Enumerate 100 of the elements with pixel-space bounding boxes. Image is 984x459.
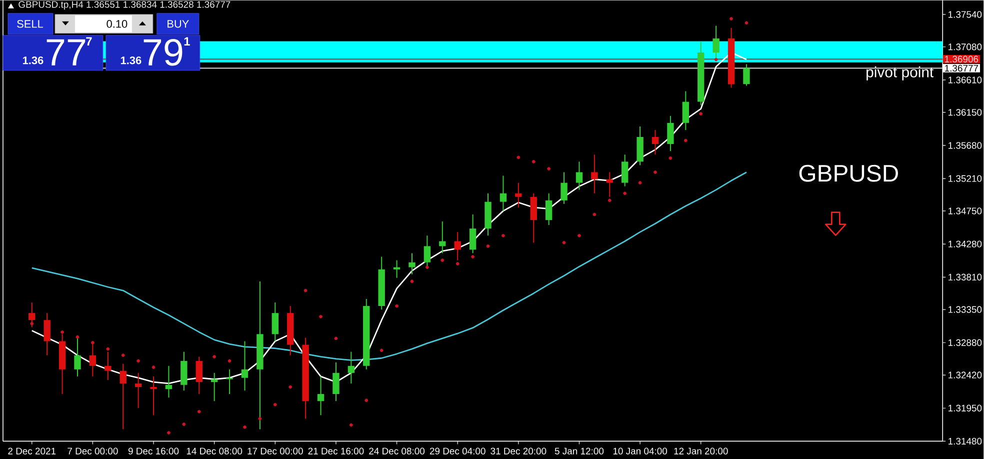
y-tick-label: 1.33350 — [948, 306, 982, 313]
x-tick-label: 14 Dec 08:00 — [186, 448, 242, 454]
candlestick — [606, 172, 613, 198]
y-tick-label: 1.34280 — [948, 240, 982, 248]
point — [212, 354, 216, 358]
point — [714, 58, 718, 62]
point — [121, 354, 125, 357]
candlestick — [210, 372, 218, 402]
x-tick-label: 17 Dec 00:00 — [248, 448, 303, 454]
candlestick — [530, 192, 537, 244]
candlestick — [622, 154, 628, 187]
candlestick — [332, 362, 340, 402]
annotation: pivot point — [866, 66, 934, 80]
point — [380, 348, 384, 352]
candlestick — [576, 161, 583, 190]
point — [106, 347, 110, 351]
candlestick — [591, 154, 598, 194]
point — [243, 425, 246, 429]
point — [410, 280, 414, 283]
point — [608, 198, 612, 202]
y-tick-label: 1.35680 — [948, 142, 982, 149]
annotation: 0.10 — [106, 20, 128, 28]
candlestick — [408, 252, 416, 275]
annotation: GBPUSD — [799, 164, 898, 182]
annotation: 7 — [86, 37, 92, 46]
y-tick-label: 1.31480 — [948, 438, 982, 444]
point — [30, 322, 34, 326]
candlestick — [196, 356, 202, 394]
point — [91, 340, 94, 344]
point — [349, 423, 353, 427]
point — [395, 304, 398, 308]
candlestick — [424, 234, 431, 268]
annotation: 1.36 — [23, 56, 44, 64]
point — [744, 21, 748, 25]
y-tick-label: 1.32880 — [948, 339, 982, 346]
point — [578, 234, 581, 238]
candlestick — [515, 182, 522, 208]
point — [425, 265, 429, 269]
point — [152, 365, 156, 369]
annotation: 1 — [184, 37, 190, 46]
x-tick-label: 7 Dec 00:00 — [68, 448, 118, 454]
x-tick-label: 5 Jan 12:00 — [554, 448, 604, 454]
point — [623, 192, 627, 195]
point — [456, 262, 460, 266]
point — [228, 359, 232, 363]
point — [167, 430, 170, 434]
point — [76, 335, 80, 339]
point — [60, 330, 64, 334]
point — [471, 254, 475, 258]
x-tick-label: 24 Dec 08:00 — [369, 448, 425, 454]
y-tick-label: 1.36610 — [948, 76, 982, 84]
candlestick — [74, 337, 81, 377]
candlestick — [272, 302, 278, 342]
candlestick — [165, 365, 172, 398]
candlestick — [120, 363, 126, 430]
point — [516, 156, 520, 160]
candlestick — [667, 115, 674, 152]
annotation: 1.36 — [120, 56, 142, 64]
annotation: 77 — [46, 39, 86, 66]
point — [592, 212, 596, 216]
point — [532, 160, 536, 164]
candlestick — [134, 372, 142, 409]
candlestick — [28, 302, 36, 328]
candlestick — [652, 129, 659, 156]
y-tick-label: 1.35210 — [948, 175, 982, 182]
point — [182, 422, 186, 426]
candlestick — [712, 25, 720, 60]
candlestick — [44, 312, 50, 356]
x-tick-label: 31 Dec 20:00 — [490, 448, 546, 454]
y-tick-label: 1.37080 — [948, 43, 982, 50]
y-tick-label: 1.32420 — [948, 372, 982, 378]
point — [136, 359, 140, 363]
point — [304, 288, 308, 292]
annotation: BUY — [168, 20, 189, 28]
point — [197, 410, 201, 414]
candlestick — [500, 175, 507, 212]
x-tick-label: 2 Dec 2021 — [8, 448, 56, 454]
point — [668, 156, 672, 160]
point — [288, 385, 292, 389]
point — [699, 112, 703, 116]
candlestick — [545, 192, 552, 226]
candlestick — [439, 220, 446, 254]
candlestick — [104, 351, 112, 380]
candlestick — [454, 231, 461, 261]
point — [502, 234, 505, 238]
candlestick — [180, 351, 188, 391]
point — [638, 180, 642, 184]
candlestick — [348, 351, 355, 384]
x-tick-label: 29 Dec 04:00 — [430, 448, 486, 454]
y-tick-label: 1.31950 — [948, 404, 982, 412]
chart-title: GBPUSD.tp,H4 1.36551 1.36834 1.36528 1.36777 — [18, 1, 230, 10]
y-tick-label: 1.37540 — [948, 11, 982, 18]
candlestick — [241, 340, 248, 391]
point — [364, 398, 368, 402]
point — [273, 402, 277, 406]
point — [684, 138, 688, 142]
ref-line-label: 1.36906 — [945, 56, 978, 62]
candlestick — [393, 260, 400, 278]
candlestick — [317, 376, 324, 416]
point — [319, 314, 322, 318]
